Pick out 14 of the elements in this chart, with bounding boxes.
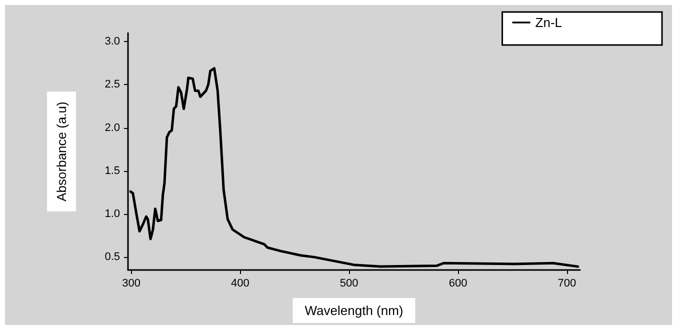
y-tick-label: 2.0 <box>104 122 120 134</box>
y-tick-label: 1.5 <box>104 164 120 177</box>
y-tick-label: 2.5 <box>104 78 120 91</box>
x-tick-label: 700 <box>558 278 576 290</box>
y-tick-label: 0.5 <box>104 251 120 264</box>
y-axis-title: Absorbance (a.u) <box>54 102 69 202</box>
x-tick-label: 400 <box>231 278 250 290</box>
x-tick-label: 600 <box>448 278 468 290</box>
y-tick-label: 3.0 <box>104 36 120 48</box>
x-tick-label: 300 <box>122 278 140 290</box>
x-tick-label: 500 <box>340 278 358 290</box>
y-tick-label: 1.0 <box>104 208 120 220</box>
legend-label: Zn-L <box>535 15 562 30</box>
x-axis-title: Wavelength (nm) <box>304 303 404 318</box>
